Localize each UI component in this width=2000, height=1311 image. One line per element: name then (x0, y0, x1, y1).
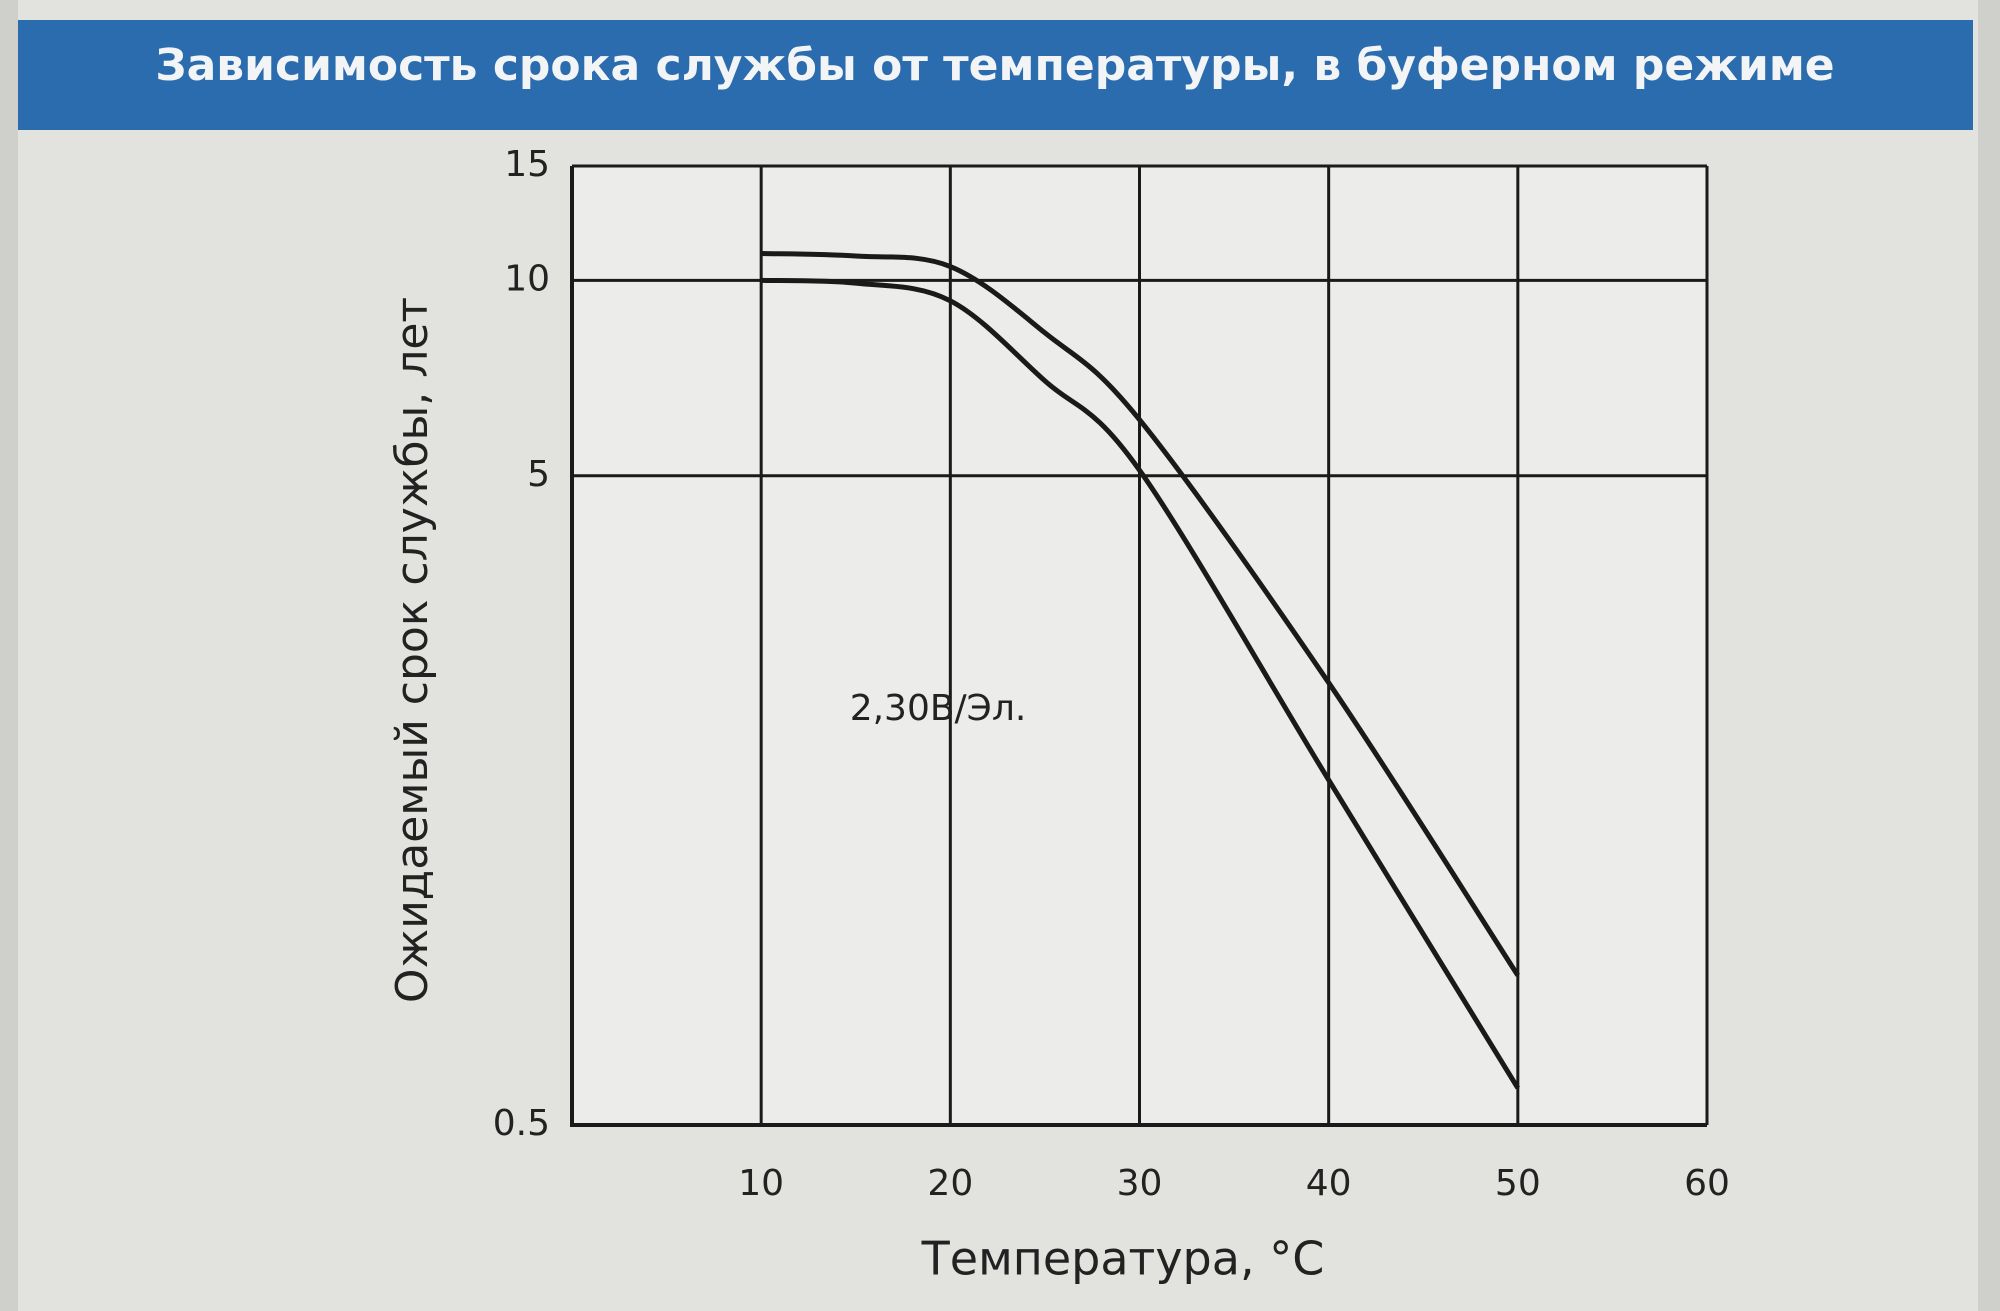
header-band (18, 20, 1973, 130)
x-tick-label: 30 (1117, 1163, 1163, 1204)
x-axis-label: Температура, °C (921, 1232, 1325, 1286)
y-tick-label: 10 (504, 258, 550, 299)
y-tick-label: 15 (504, 144, 550, 185)
y-tick-label: 0.5 (493, 1103, 550, 1144)
x-tick-label: 20 (927, 1163, 973, 1204)
axis-frame (570, 166, 1707, 1127)
y-axis-label: Ожидаемый срок службы, лет (387, 297, 438, 1003)
annotation: 2,30В/Эл. (850, 688, 1027, 729)
x-tick-label: 60 (1684, 1163, 1730, 1204)
y-tick-label: 5 (527, 454, 550, 495)
x-tick-label: 10 (738, 1163, 784, 1204)
series-line (761, 277, 1520, 1090)
x-tick-label: 40 (1306, 1163, 1352, 1204)
x-tick-label: 50 (1495, 1163, 1541, 1204)
chart-title: Зависимость срока службы от температуры,… (155, 40, 1834, 91)
series-line (761, 250, 1520, 977)
